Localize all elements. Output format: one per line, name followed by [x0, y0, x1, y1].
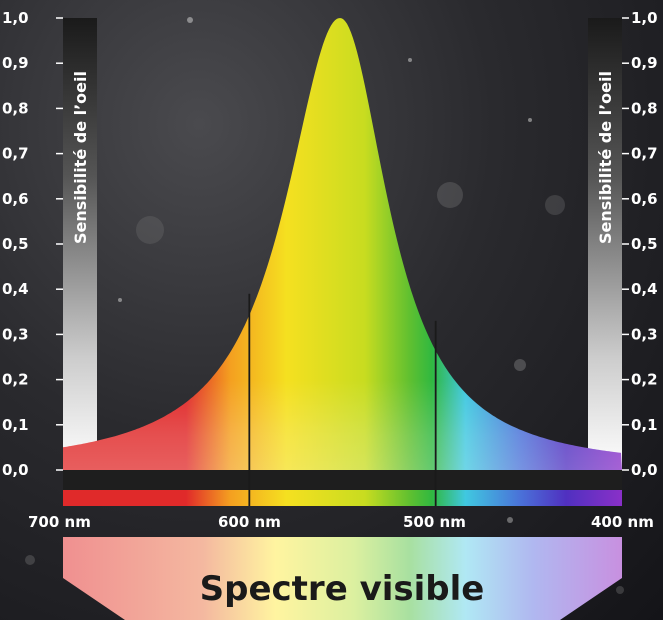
right-tick-label: 0,6	[631, 190, 658, 208]
right-tick-label: 1,0	[631, 9, 658, 27]
right-tick-label: 0,8	[631, 99, 658, 117]
right-tick-label: 0,0	[631, 461, 658, 479]
left-tick-label: 0,7	[2, 145, 29, 163]
spectrum-title: Spectre visible	[200, 569, 485, 609]
left-tick-label: 0,4	[2, 280, 29, 298]
spectrum-strip	[63, 490, 622, 506]
right-tick-label: 0,1	[631, 416, 658, 434]
right-axis: 1,0 0,9 0,8 0,7 0,6 0,5 0,4 0,3 0,2 0,1 0,0	[622, 9, 658, 479]
left-axis-label: Sensibilité de l’oeil	[71, 71, 90, 244]
left-tick-label: 1,0	[2, 9, 29, 27]
left-tick-label: 0,6	[2, 190, 29, 208]
left-tick-label: 0,8	[2, 99, 29, 117]
left-tick-label: 0,9	[2, 54, 29, 72]
sensitivity-curve	[63, 18, 622, 470]
background-stars	[25, 17, 624, 594]
curve-base-fade	[63, 380, 622, 470]
right-tick-label: 0,9	[631, 54, 658, 72]
baseline-bar	[63, 470, 622, 490]
left-tick-label: 0,1	[2, 416, 29, 434]
left-sensitivity-bar	[63, 18, 97, 470]
right-axis-label: Sensibilité de l’oeil	[596, 71, 615, 244]
wavelength-label-400: 400 nm	[591, 513, 654, 531]
right-tick-label: 0,2	[631, 371, 658, 389]
left-tick-label: 0,0	[2, 461, 29, 479]
wavelength-label-600: 600 nm	[218, 513, 281, 531]
right-tick-label: 0,7	[631, 145, 658, 163]
spectrum-banner	[63, 537, 622, 620]
right-sensitivity-bar	[588, 18, 622, 470]
left-tick-label: 0,5	[2, 235, 29, 253]
wavelength-label-500: 500 nm	[403, 513, 466, 531]
right-tick-label: 0,4	[631, 280, 658, 298]
left-tick-label: 0,2	[2, 371, 29, 389]
left-axis: 1,0 0,9 0,8 0,7 0,6 0,5 0,4 0,3 0,2 0,1 0,0	[2, 9, 63, 479]
wavelength-markers	[248, 293, 437, 506]
right-tick-label: 0,3	[631, 325, 658, 343]
right-tick-label: 0,5	[631, 235, 658, 253]
left-tick-label: 0,3	[2, 325, 29, 343]
wavelength-label-700: 700 nm	[28, 513, 91, 531]
